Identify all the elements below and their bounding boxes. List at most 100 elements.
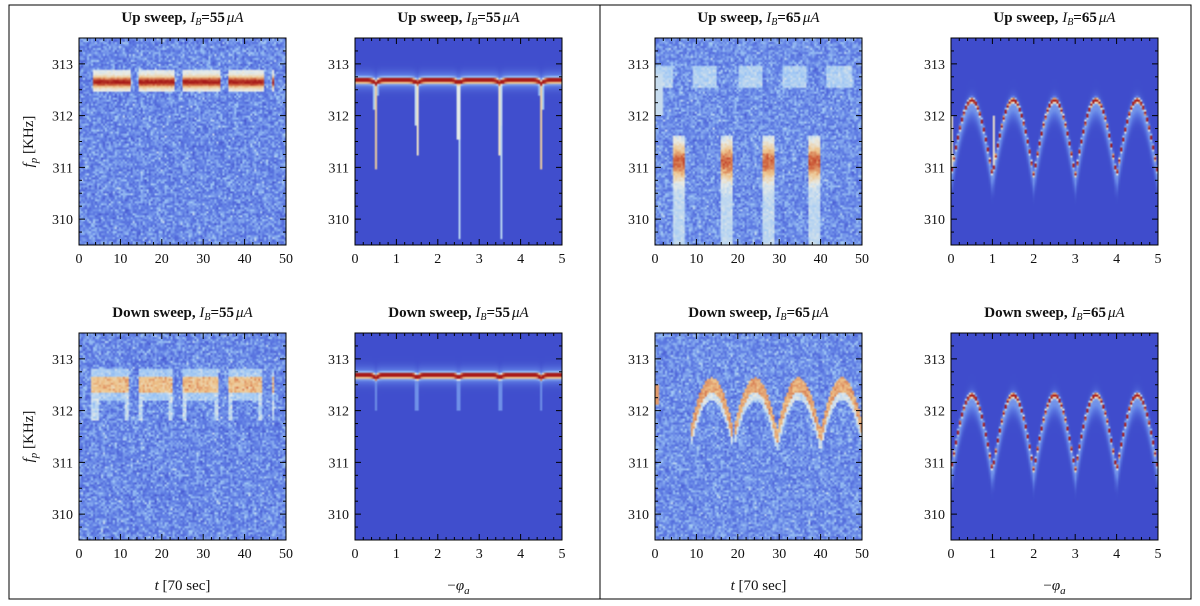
x-tick-label: 3 (476, 547, 483, 562)
y-axis-label: fp [KHz] (21, 411, 40, 463)
panel-title-unit: μA (811, 305, 830, 321)
x-tick-label: 20 (731, 547, 745, 562)
y-axis-label: fp [KHz] (21, 116, 40, 168)
y-tick-label: 311 (925, 161, 945, 176)
panel-title-value: =55 (486, 305, 510, 321)
panel-title-sweep: Down sweep, (984, 305, 1071, 321)
x-axis-label-time: t [70 sec] (155, 578, 211, 594)
panel-title-sub: B (480, 312, 486, 323)
x-axis-label-phase-sign: − (1043, 578, 1051, 594)
x-tick-label: 0 (76, 252, 83, 267)
x-axis-label-time-var: t (731, 578, 736, 594)
panel-title: Up sweep, IB=65 μA (697, 10, 820, 28)
heatmap-p6 (355, 333, 562, 540)
x-tick-label: 5 (1155, 252, 1162, 267)
x-tick-label: 40 (814, 547, 828, 562)
heatmap-p7 (655, 333, 862, 540)
y-tick-label: 311 (329, 161, 349, 176)
y-tick-label: 313 (328, 58, 349, 73)
y-tick-label: 313 (628, 58, 649, 73)
x-tick-label: 3 (1072, 547, 1079, 562)
y-tick-label: 313 (52, 58, 73, 73)
panel-title-sub: B (1067, 17, 1073, 28)
x-tick-label: 1 (989, 252, 996, 267)
y-tick-label: 313 (328, 353, 349, 368)
x-axis-label-time: t [70 sec] (731, 578, 787, 594)
panel-p1: 0 10 20 30 40 50 310 311 312 313 Up sweep, IB=55 μA (52, 10, 293, 267)
y-tick-label: 310 (52, 508, 73, 523)
x-tick-label: 4 (517, 547, 524, 562)
y-tick-label: 313 (628, 353, 649, 368)
y-tick-label: 312 (628, 405, 649, 420)
x-tick-label: 4 (1113, 252, 1120, 267)
panel-title: Down sweep, IB=65 μA (984, 305, 1125, 323)
y-tick-label: 312 (628, 110, 649, 125)
panel-title-unit: μA (802, 10, 821, 26)
x-axis-label-time-unit: [70 sec] (159, 578, 211, 594)
panel-title-value: =55 (201, 10, 225, 26)
panel-title-sub: B (204, 312, 210, 323)
panel-title-sub: B (771, 17, 777, 28)
panel-title-unit: μA (235, 305, 254, 321)
heatmap-p3 (655, 38, 862, 245)
x-tick-label: 20 (155, 547, 169, 562)
panel-title-value: =65 (1073, 10, 1097, 26)
y-tick-label: 312 (328, 110, 349, 125)
y-tick-label: 312 (52, 405, 73, 420)
y-tick-label: 311 (629, 161, 649, 176)
panel-title-value: =65 (786, 305, 810, 321)
y-tick-label: 313 (924, 353, 945, 368)
panel-title-var: I (765, 10, 772, 26)
x-tick-label: 1 (393, 547, 400, 562)
y-tick-label: 310 (628, 213, 649, 228)
x-tick-label: 2 (434, 547, 441, 562)
x-tick-label: 0 (352, 547, 359, 562)
x-tick-label: 4 (1113, 547, 1120, 562)
heatmap-p2 (355, 38, 562, 245)
panel-title-var: I (1070, 305, 1077, 321)
y-tick-label: 313 (924, 58, 945, 73)
x-tick-label: 50 (279, 547, 293, 562)
panel-title-unit: μA (511, 305, 530, 321)
x-tick-label: 10 (113, 547, 127, 562)
x-axis-label-phase: −φa (447, 578, 470, 597)
y-tick-label: 312 (52, 110, 73, 125)
panel-title-sweep: Up sweep, (993, 10, 1062, 26)
x-tick-label: 2 (1030, 252, 1037, 267)
panel-title-sub: B (195, 17, 201, 28)
panel-title-var: I (189, 10, 196, 26)
panel-p8: 0 1 2 3 4 5 310 311 312 313 Down sweep, IB=65 μA (924, 305, 1162, 562)
x-tick-label: 10 (689, 547, 703, 562)
x-tick-label: 40 (238, 547, 252, 562)
x-tick-label: 20 (155, 252, 169, 267)
panel-p2: 0 1 2 3 4 5 310 311 312 313 Up sweep, IB=55 μA (328, 10, 566, 267)
x-tick-label: 50 (855, 252, 869, 267)
panel-title-var: I (1061, 10, 1068, 26)
x-tick-label: 30 (196, 252, 210, 267)
heatmap-p4 (951, 38, 1158, 245)
panel-title-var: I (198, 305, 205, 321)
x-axis-label-phase-var: φ (1052, 578, 1060, 594)
panel-title: Down sweep, IB=55 μA (388, 305, 529, 323)
y-tick-label: 310 (328, 508, 349, 523)
x-axis-label-time-unit: [70 sec] (735, 578, 787, 594)
y-tick-label: 310 (628, 508, 649, 523)
y-axis-label-sub: p (28, 157, 40, 164)
panel-title-var: I (774, 305, 781, 321)
panel-title: Up sweep, IB=65 μA (993, 10, 1116, 28)
x-tick-label: 0 (652, 547, 659, 562)
panel-title: Up sweep, IB=55 μA (397, 10, 520, 28)
x-tick-label: 5 (559, 547, 566, 562)
y-tick-label: 310 (924, 213, 945, 228)
panel-title-unit: μA (502, 10, 521, 26)
x-tick-label: 30 (196, 547, 210, 562)
heatmap-p5 (79, 333, 286, 540)
x-axis-label-phase-sub: a (1060, 585, 1066, 597)
panel-p3: 0 10 20 30 40 50 310 311 312 313 Up sweep, IB=65 μA (628, 10, 869, 267)
panel-title: Down sweep, IB=55 μA (112, 305, 253, 323)
x-tick-label: 0 (352, 252, 359, 267)
panel-p7: 0 10 20 30 40 50 310 311 312 313 Down sweep, IB=65… (628, 305, 869, 562)
y-tick-label: 311 (329, 456, 349, 471)
